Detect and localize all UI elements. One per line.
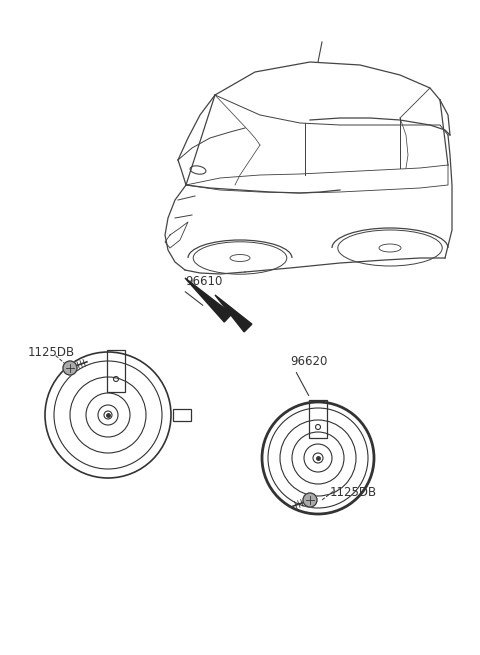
Text: 1125DB: 1125DB [330,485,377,498]
Circle shape [63,361,77,375]
Bar [107,350,125,392]
Polygon shape [185,278,232,322]
Polygon shape [215,295,252,332]
Circle shape [303,493,317,507]
Bar [309,400,327,438]
Text: 96620: 96620 [290,355,327,368]
Text: 1125DB: 1125DB [28,345,75,358]
Bar [173,409,191,421]
Text: 96610: 96610 [185,275,222,288]
